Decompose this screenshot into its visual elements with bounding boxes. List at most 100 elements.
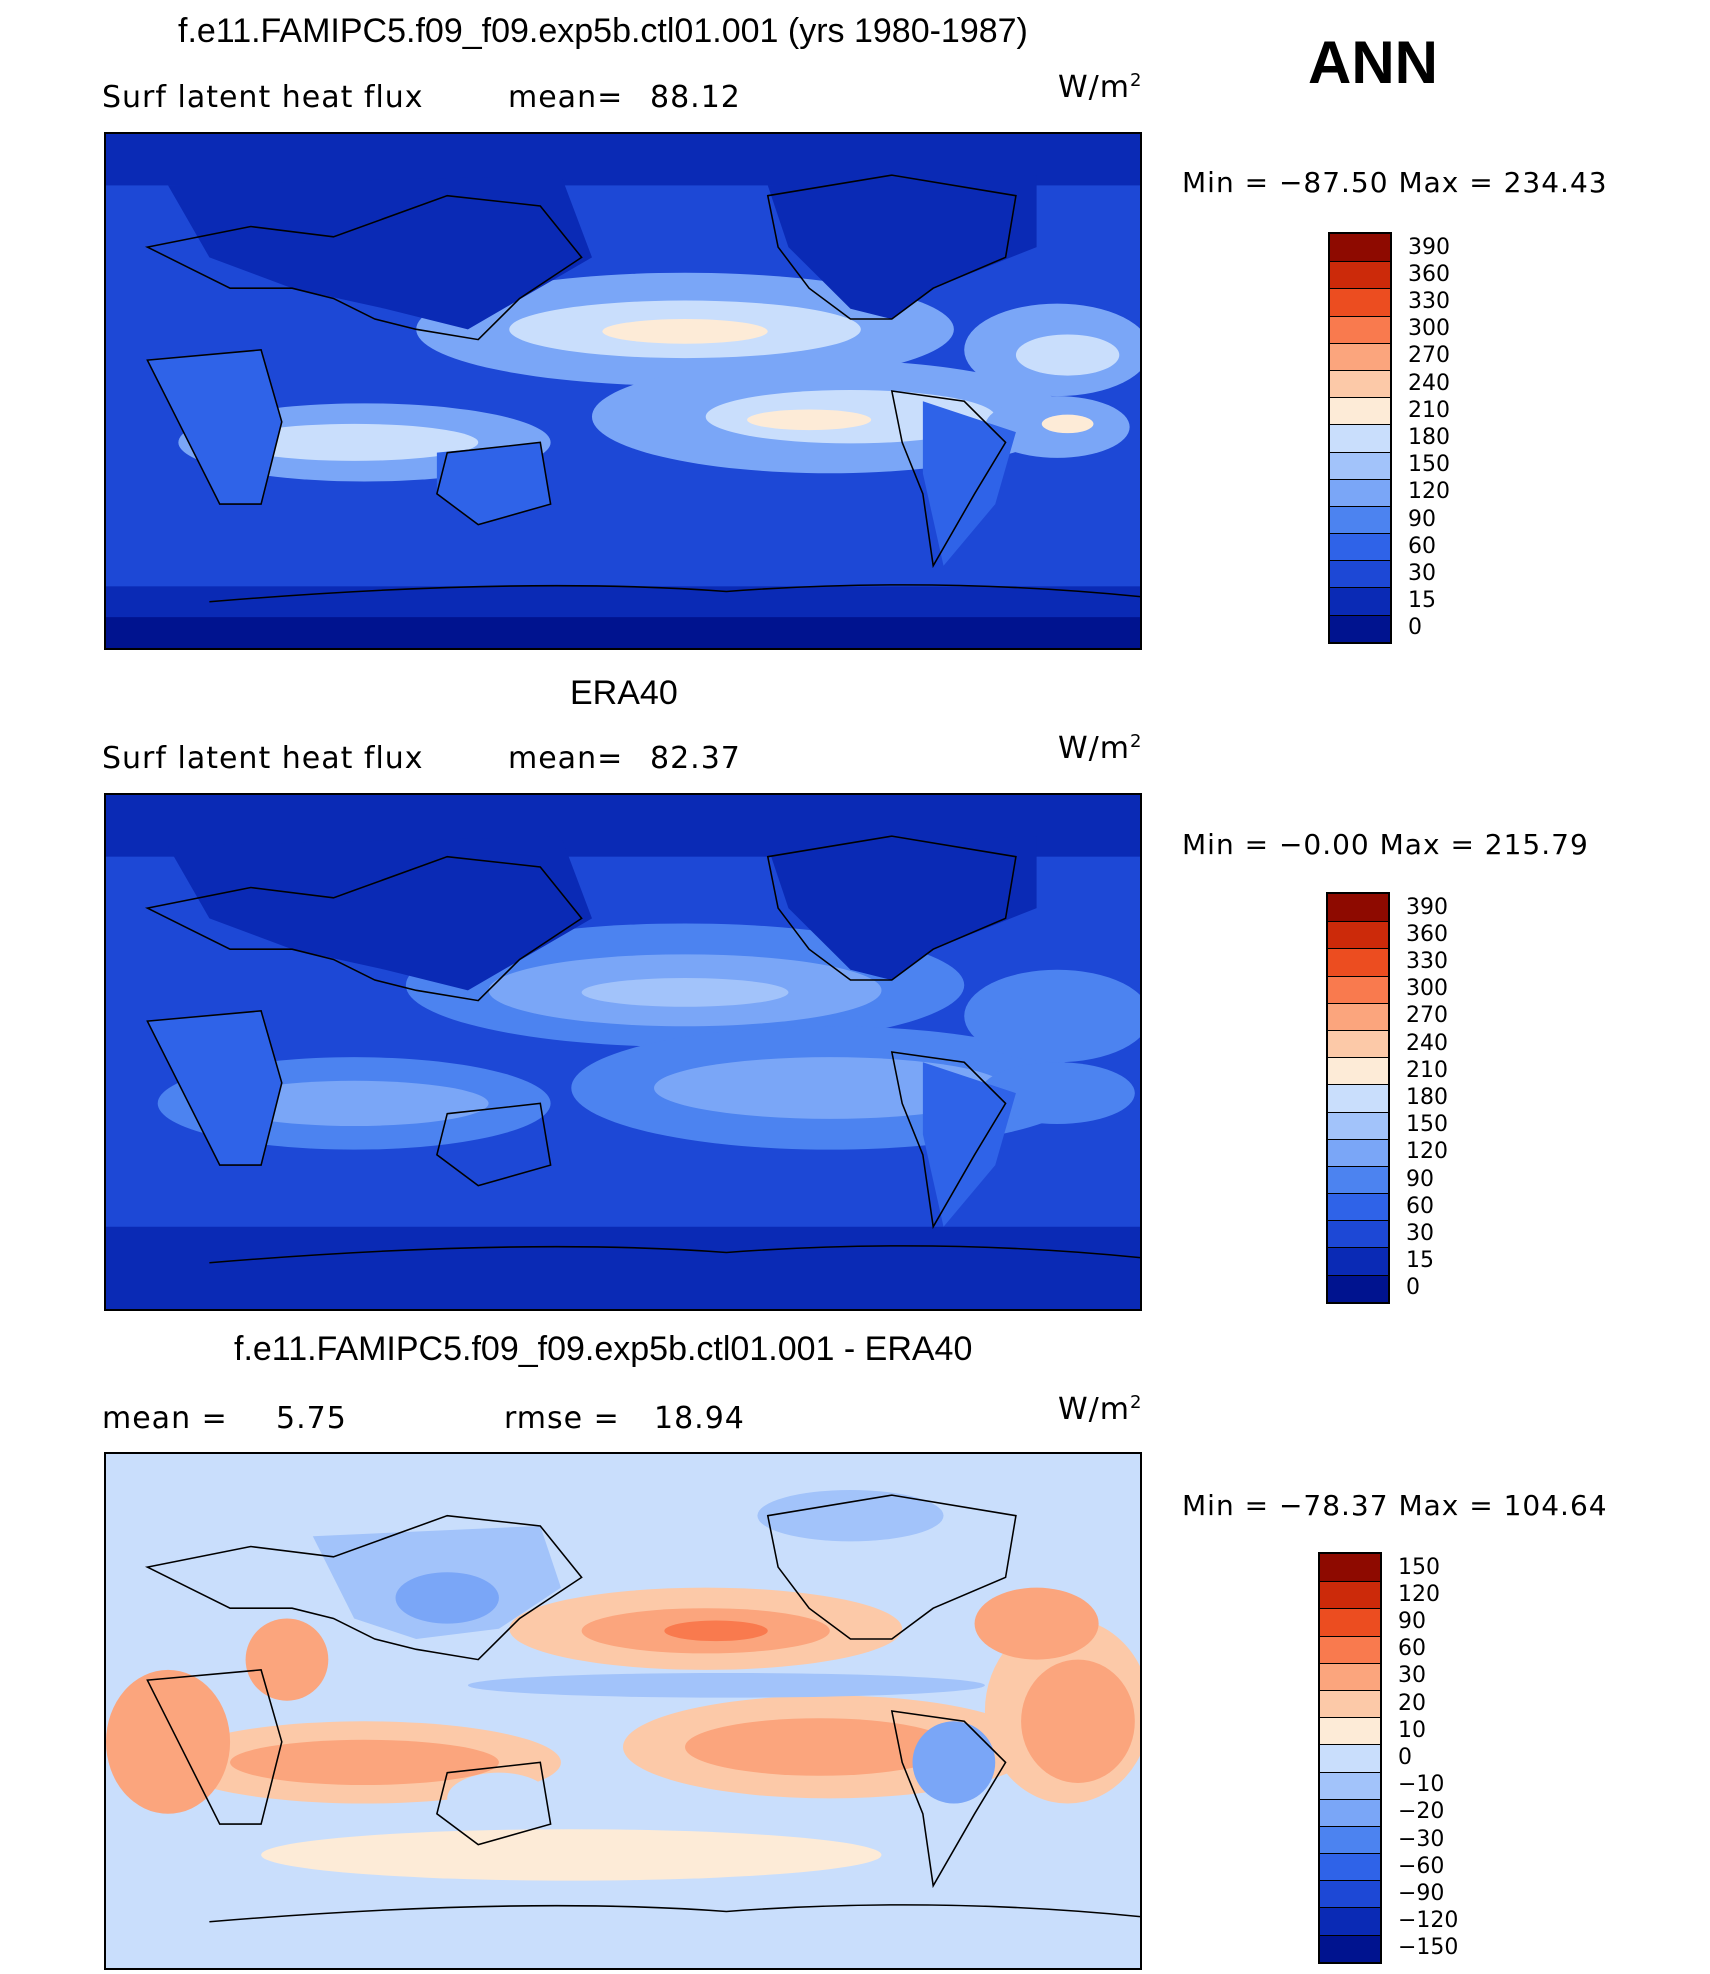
colorbar-tick-label: 330 — [1406, 949, 1448, 974]
colorbar-tick-label: 0 — [1398, 1745, 1412, 1770]
colorbar-swatch — [1328, 1029, 1388, 1058]
colorbar-swatch — [1320, 1689, 1380, 1718]
colorbar-tick-label: 120 — [1398, 1581, 1440, 1607]
colorbar-swatch — [1330, 315, 1390, 343]
colorbar-swatch — [1320, 1608, 1380, 1636]
panel-1-minmax: Min = −87.50 Max = 234.43 — [1182, 166, 1608, 199]
colorbar-swatch — [1330, 234, 1390, 262]
colorbar-swatch — [1330, 560, 1390, 588]
colorbar-tick-label: 150 — [1408, 452, 1450, 478]
colorbar-swatch — [1330, 288, 1390, 316]
colorbar-swatch — [1320, 1934, 1380, 1962]
colorbar-swatch — [1330, 342, 1390, 370]
colorbar-swatch — [1330, 614, 1390, 642]
colorbar-tick-label: 60 — [1408, 533, 1436, 559]
colorbar-tick-label: 90 — [1408, 506, 1436, 532]
panel-1-colorbar-swatches — [1328, 232, 1392, 644]
colorbar-tick-label: 330 — [1408, 289, 1450, 314]
panel-3-minmax: Min = −78.37 Max = 104.64 — [1182, 1489, 1608, 1522]
colorbar-swatch — [1320, 1554, 1380, 1582]
colorbar-tick-label: 180 — [1408, 425, 1450, 450]
panel-2-title: ERA40 — [570, 674, 678, 712]
colorbar-tick-label: 210 — [1408, 397, 1450, 423]
colorbar-swatch — [1328, 1247, 1388, 1275]
colorbar-swatch — [1320, 1880, 1380, 1908]
panel-2-map — [104, 793, 1142, 1311]
colorbar-swatch — [1328, 1057, 1388, 1085]
colorbar-swatch — [1330, 397, 1390, 425]
colorbar-swatch — [1330, 505, 1390, 534]
colorbar-tick-label: 270 — [1406, 1003, 1448, 1029]
colorbar-swatch — [1320, 1581, 1380, 1609]
panel-3-units: W/m2 — [1058, 1392, 1143, 1427]
colorbar-swatch — [1320, 1744, 1380, 1772]
panel-1-variable: Surf latent heat flux — [102, 80, 424, 115]
colorbar-tick-label: 20 — [1398, 1690, 1426, 1716]
colorbar-tick-label: 390 — [1406, 894, 1448, 920]
panel-1-mean-label: mean= — [508, 80, 624, 115]
colorbar-tick-label: 30 — [1408, 561, 1436, 586]
panel-2-mean-value: 82.37 — [650, 741, 741, 776]
colorbar-swatch — [1330, 478, 1390, 506]
colorbar-tick-label: −10 — [1398, 1772, 1445, 1798]
colorbar-tick-label: 90 — [1398, 1609, 1426, 1634]
panel-2-units: W/m2 — [1058, 731, 1143, 766]
colorbar-swatch — [1328, 921, 1388, 949]
colorbar-swatch — [1328, 1220, 1388, 1248]
colorbar-tick-label: 90 — [1406, 1166, 1434, 1192]
colorbar-swatch — [1320, 1635, 1380, 1663]
colorbar-tick-label: 360 — [1406, 921, 1448, 947]
colorbar-swatch — [1330, 424, 1390, 452]
colorbar-tick-label: 300 — [1408, 316, 1450, 342]
panel-3-map — [104, 1452, 1142, 1970]
panel-2-mean-label: mean= — [508, 741, 624, 776]
colorbar-tick-label: −120 — [1398, 1908, 1459, 1934]
colorbar-tick-label: −60 — [1398, 1853, 1445, 1879]
colorbar-tick-label: −150 — [1398, 1935, 1459, 1961]
colorbar-tick-label: 390 — [1408, 234, 1450, 260]
panel-3-rmse-label: rmse = — [504, 1401, 620, 1436]
colorbar-swatch — [1320, 1717, 1380, 1745]
panel-3-colorbar: −150 −120 −90 −60 −30 −20 −10 0 10 20 30 60 90 120 150 — [1318, 1552, 1458, 1964]
colorbar-tick-label: 60 — [1398, 1636, 1426, 1662]
colorbar-tick-label: 240 — [1406, 1030, 1448, 1056]
colorbar-swatch — [1328, 1002, 1388, 1030]
colorbar-swatch — [1320, 1907, 1380, 1935]
colorbar-tick-label: 300 — [1406, 976, 1448, 1002]
colorbar-tick-label: 120 — [1406, 1139, 1448, 1165]
colorbar-tick-label: 10 — [1398, 1717, 1426, 1743]
colorbar-tick-label: 120 — [1408, 479, 1450, 505]
colorbar-swatch — [1330, 369, 1390, 398]
colorbar-swatch — [1328, 975, 1388, 1003]
colorbar-swatch — [1328, 1111, 1388, 1139]
colorbar-swatch — [1328, 1193, 1388, 1221]
panel-3-title: f.e11.FAMIPC5.f09_f09.exp5b.ctl01.001 - … — [234, 1330, 973, 1368]
colorbar-swatch — [1320, 1825, 1380, 1854]
colorbar-tick-label: 270 — [1408, 343, 1450, 369]
colorbar-tick-label: 360 — [1408, 261, 1450, 287]
colorbar-swatch — [1330, 261, 1390, 289]
colorbar-swatch — [1328, 1165, 1388, 1194]
colorbar-swatch — [1320, 1771, 1380, 1799]
colorbar-swatch — [1330, 587, 1390, 615]
colorbar-tick-label: 150 — [1406, 1112, 1448, 1138]
colorbar-tick-label: −30 — [1398, 1826, 1445, 1852]
colorbar-swatch — [1330, 533, 1390, 561]
colorbar-tick-label: 240 — [1408, 370, 1450, 396]
colorbar-tick-label: 0 — [1406, 1275, 1420, 1301]
colorbar-tick-label: 150 — [1398, 1554, 1440, 1580]
panel-1-title: f.e11.FAMIPC5.f09_f09.exp5b.ctl01.001 (y… — [178, 12, 1028, 50]
panel-3-colorbar-swatches — [1318, 1552, 1382, 1964]
panel-3-mean-value: 5.75 — [276, 1401, 347, 1436]
colorbar-tick-label: 30 — [1398, 1663, 1426, 1689]
colorbar-swatch — [1320, 1662, 1380, 1690]
colorbar-tick-label: 0 — [1408, 615, 1422, 641]
panel-3-mean-label: mean = — [102, 1401, 228, 1436]
colorbar-tick-label: −20 — [1398, 1799, 1445, 1825]
panel-2-colorbar-swatches — [1326, 892, 1390, 1304]
panel-1-map — [104, 132, 1142, 650]
panel-2-variable: Surf latent heat flux — [102, 741, 424, 776]
colorbar-tick-label: 15 — [1406, 1248, 1434, 1274]
season-label: ANN — [1308, 29, 1438, 96]
colorbar-tick-label: 210 — [1406, 1057, 1448, 1083]
